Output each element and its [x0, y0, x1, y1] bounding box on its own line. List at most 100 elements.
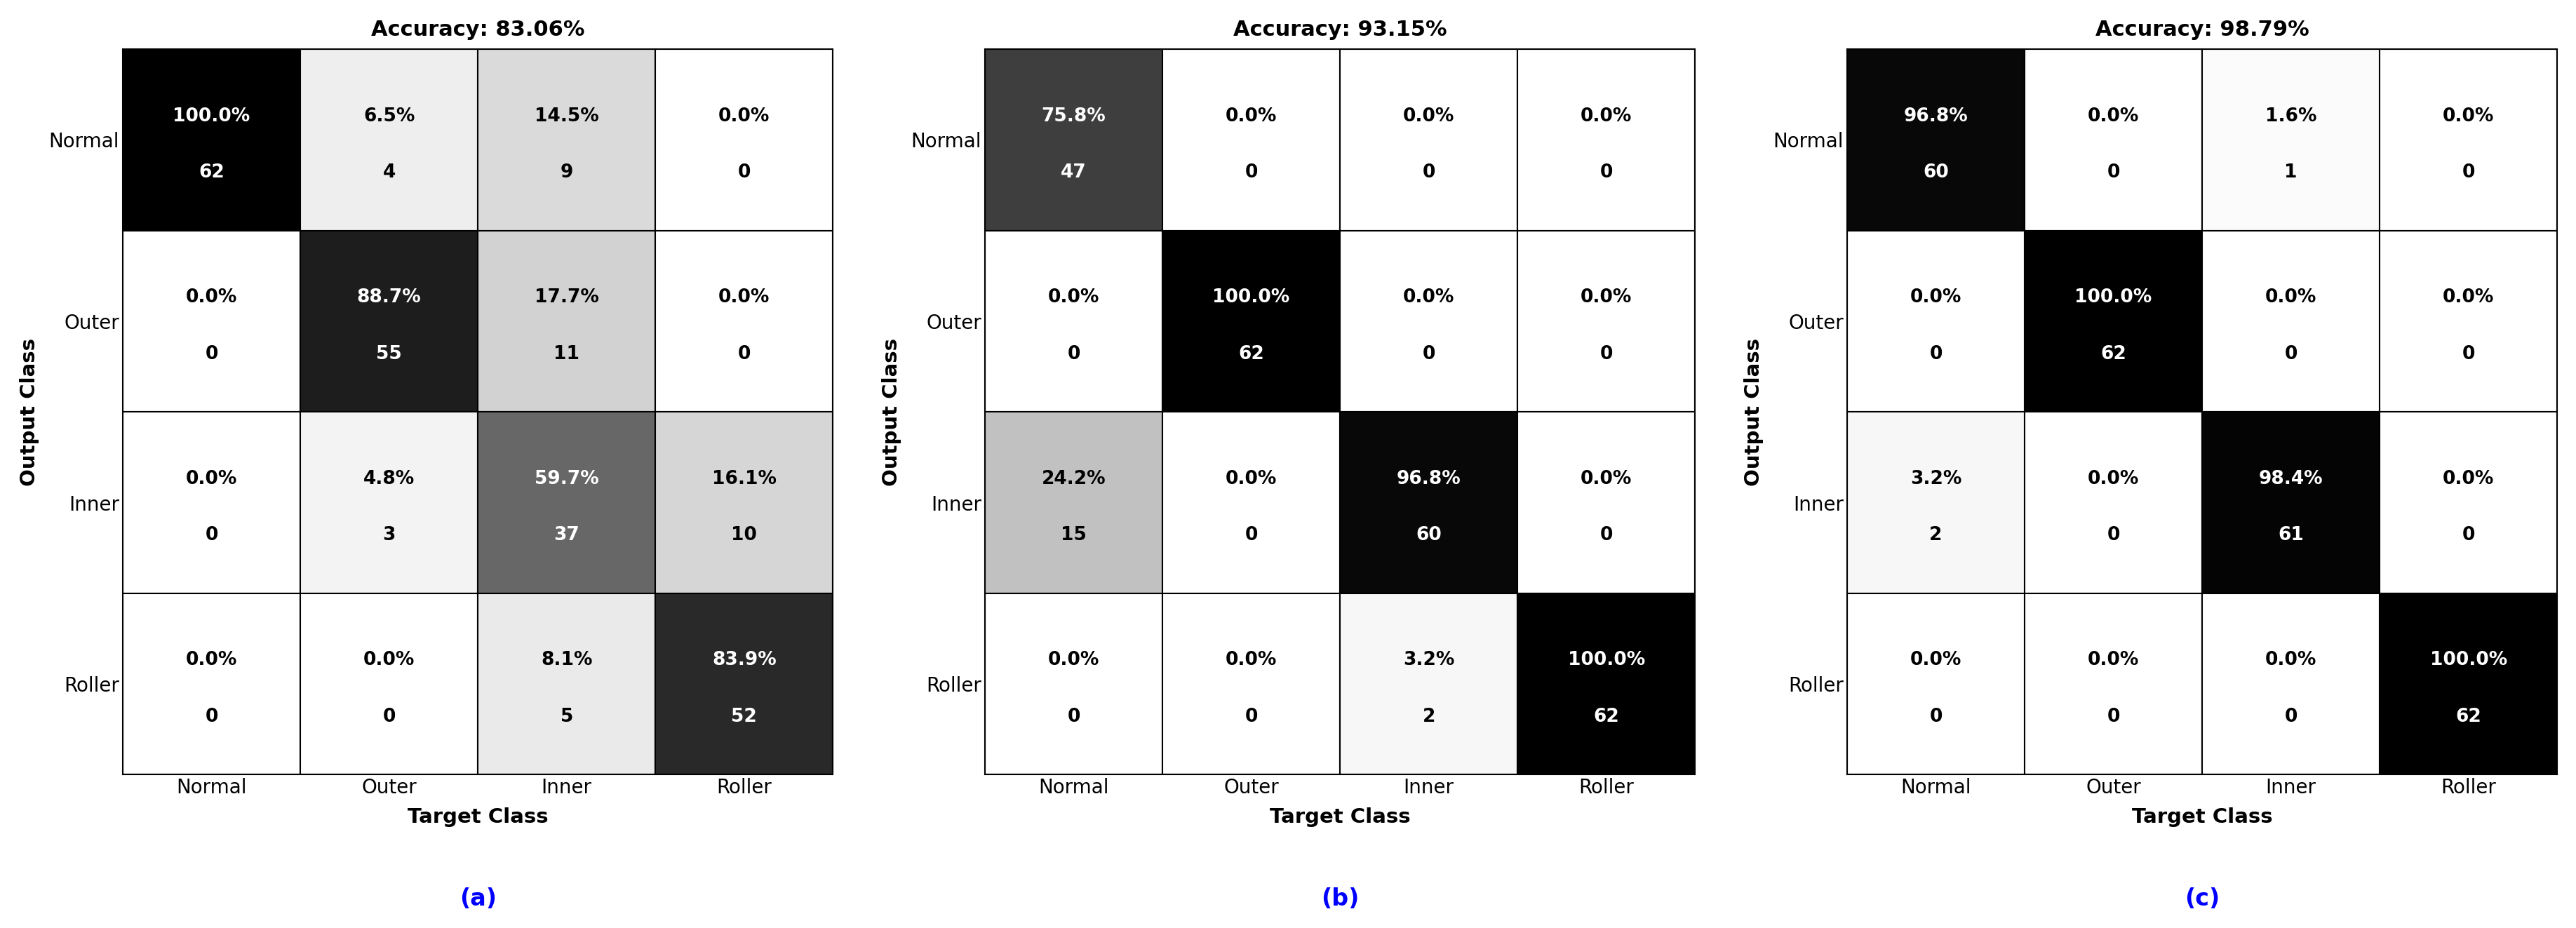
Text: 0.0%: 0.0%: [1579, 470, 1631, 488]
Text: 0: 0: [1244, 163, 1257, 182]
Text: 0: 0: [2460, 163, 2473, 182]
Text: 62: 62: [2455, 707, 2481, 726]
Text: 0: 0: [1066, 707, 1079, 726]
Bar: [2025, 49, 2202, 230]
Text: 4: 4: [384, 163, 394, 182]
Bar: [984, 49, 1162, 230]
Bar: [1517, 49, 1695, 230]
Text: 9: 9: [559, 163, 572, 182]
Text: (c): (c): [2184, 887, 2218, 910]
Text: 0.0%: 0.0%: [1226, 470, 1278, 488]
Text: 1: 1: [2285, 163, 2298, 182]
Bar: [301, 593, 477, 775]
Title: Accuracy: 98.79%: Accuracy: 98.79%: [2094, 19, 2308, 40]
Bar: [2202, 230, 2380, 412]
Text: 55: 55: [376, 345, 402, 363]
Text: 15: 15: [1061, 526, 1087, 545]
Text: 0: 0: [1244, 707, 1257, 726]
Bar: [2025, 412, 2202, 593]
Text: 0.0%: 0.0%: [2442, 289, 2494, 307]
Text: 0: 0: [1929, 707, 1942, 726]
Text: 0.0%: 0.0%: [1909, 289, 1960, 307]
Title: Accuracy: 93.15%: Accuracy: 93.15%: [1234, 19, 1448, 40]
Text: 0.0%: 0.0%: [363, 651, 415, 669]
Text: 96.8%: 96.8%: [1396, 470, 1461, 488]
Text: 4.8%: 4.8%: [363, 470, 415, 488]
Text: 0: 0: [2107, 707, 2120, 726]
Text: 100.0%: 100.0%: [1566, 651, 1643, 669]
Bar: [2380, 230, 2555, 412]
Text: 98.4%: 98.4%: [2259, 470, 2324, 488]
Text: 10: 10: [732, 526, 757, 545]
Text: 0.0%: 0.0%: [719, 289, 770, 307]
Text: 0.0%: 0.0%: [719, 108, 770, 125]
Text: 0.0%: 0.0%: [1404, 289, 1453, 307]
Text: 0.0%: 0.0%: [2087, 651, 2138, 669]
Text: 8.1%: 8.1%: [541, 651, 592, 669]
Bar: [1340, 593, 1517, 775]
Text: (a): (a): [459, 887, 497, 910]
Bar: [1517, 412, 1695, 593]
Text: 0: 0: [1422, 163, 1435, 182]
Bar: [984, 593, 1162, 775]
Text: 62: 62: [2099, 345, 2125, 363]
Text: 24.2%: 24.2%: [1041, 470, 1105, 488]
Text: 0.0%: 0.0%: [2087, 108, 2138, 125]
Bar: [2202, 49, 2380, 230]
Bar: [1340, 49, 1517, 230]
Text: 0.0%: 0.0%: [1048, 289, 1100, 307]
Text: 0.0%: 0.0%: [1909, 651, 1960, 669]
Text: 0: 0: [2107, 526, 2120, 545]
Text: 0: 0: [1600, 345, 1613, 363]
Bar: [124, 230, 301, 412]
Bar: [1162, 593, 1340, 775]
Text: 52: 52: [732, 707, 757, 726]
Bar: [654, 593, 832, 775]
Text: 100.0%: 100.0%: [173, 108, 250, 125]
Bar: [477, 412, 654, 593]
Text: 0.0%: 0.0%: [1048, 651, 1100, 669]
Text: 3: 3: [384, 526, 397, 545]
Text: 0.0%: 0.0%: [1226, 651, 1278, 669]
Text: 14.5%: 14.5%: [533, 108, 598, 125]
Bar: [654, 230, 832, 412]
Text: 59.7%: 59.7%: [533, 470, 598, 488]
Bar: [301, 49, 477, 230]
Text: 0.0%: 0.0%: [2264, 289, 2316, 307]
Bar: [2202, 593, 2380, 775]
Text: 83.9%: 83.9%: [711, 651, 775, 669]
Text: 0.0%: 0.0%: [185, 470, 237, 488]
Text: 0: 0: [1929, 345, 1942, 363]
Text: 0: 0: [737, 345, 750, 363]
Text: 3.2%: 3.2%: [1404, 651, 1453, 669]
Text: 62: 62: [1592, 707, 1618, 726]
Text: 11: 11: [554, 345, 580, 363]
Text: (b): (b): [1321, 887, 1358, 910]
Bar: [984, 230, 1162, 412]
Text: 0: 0: [384, 707, 397, 726]
Text: 0.0%: 0.0%: [185, 289, 237, 307]
Y-axis label: Output Class: Output Class: [881, 338, 902, 486]
Text: 0: 0: [2285, 345, 2298, 363]
Bar: [124, 593, 301, 775]
Bar: [1162, 230, 1340, 412]
Text: 37: 37: [554, 526, 580, 545]
Bar: [984, 412, 1162, 593]
Bar: [477, 49, 654, 230]
Text: 60: 60: [1922, 163, 1947, 182]
Bar: [1847, 593, 2025, 775]
Text: 0.0%: 0.0%: [1226, 108, 1278, 125]
Bar: [1340, 412, 1517, 593]
X-axis label: Target Class: Target Class: [1270, 807, 1409, 827]
Text: 60: 60: [1414, 526, 1440, 545]
Y-axis label: Output Class: Output Class: [21, 338, 39, 486]
Text: 0.0%: 0.0%: [2442, 470, 2494, 488]
Text: 0: 0: [1066, 345, 1079, 363]
Text: 61: 61: [2277, 526, 2303, 545]
X-axis label: Target Class: Target Class: [407, 807, 549, 827]
Text: 2: 2: [1422, 707, 1435, 726]
Text: 0: 0: [2460, 526, 2473, 545]
Bar: [1340, 230, 1517, 412]
Text: 0: 0: [1244, 526, 1257, 545]
Bar: [2025, 593, 2202, 775]
